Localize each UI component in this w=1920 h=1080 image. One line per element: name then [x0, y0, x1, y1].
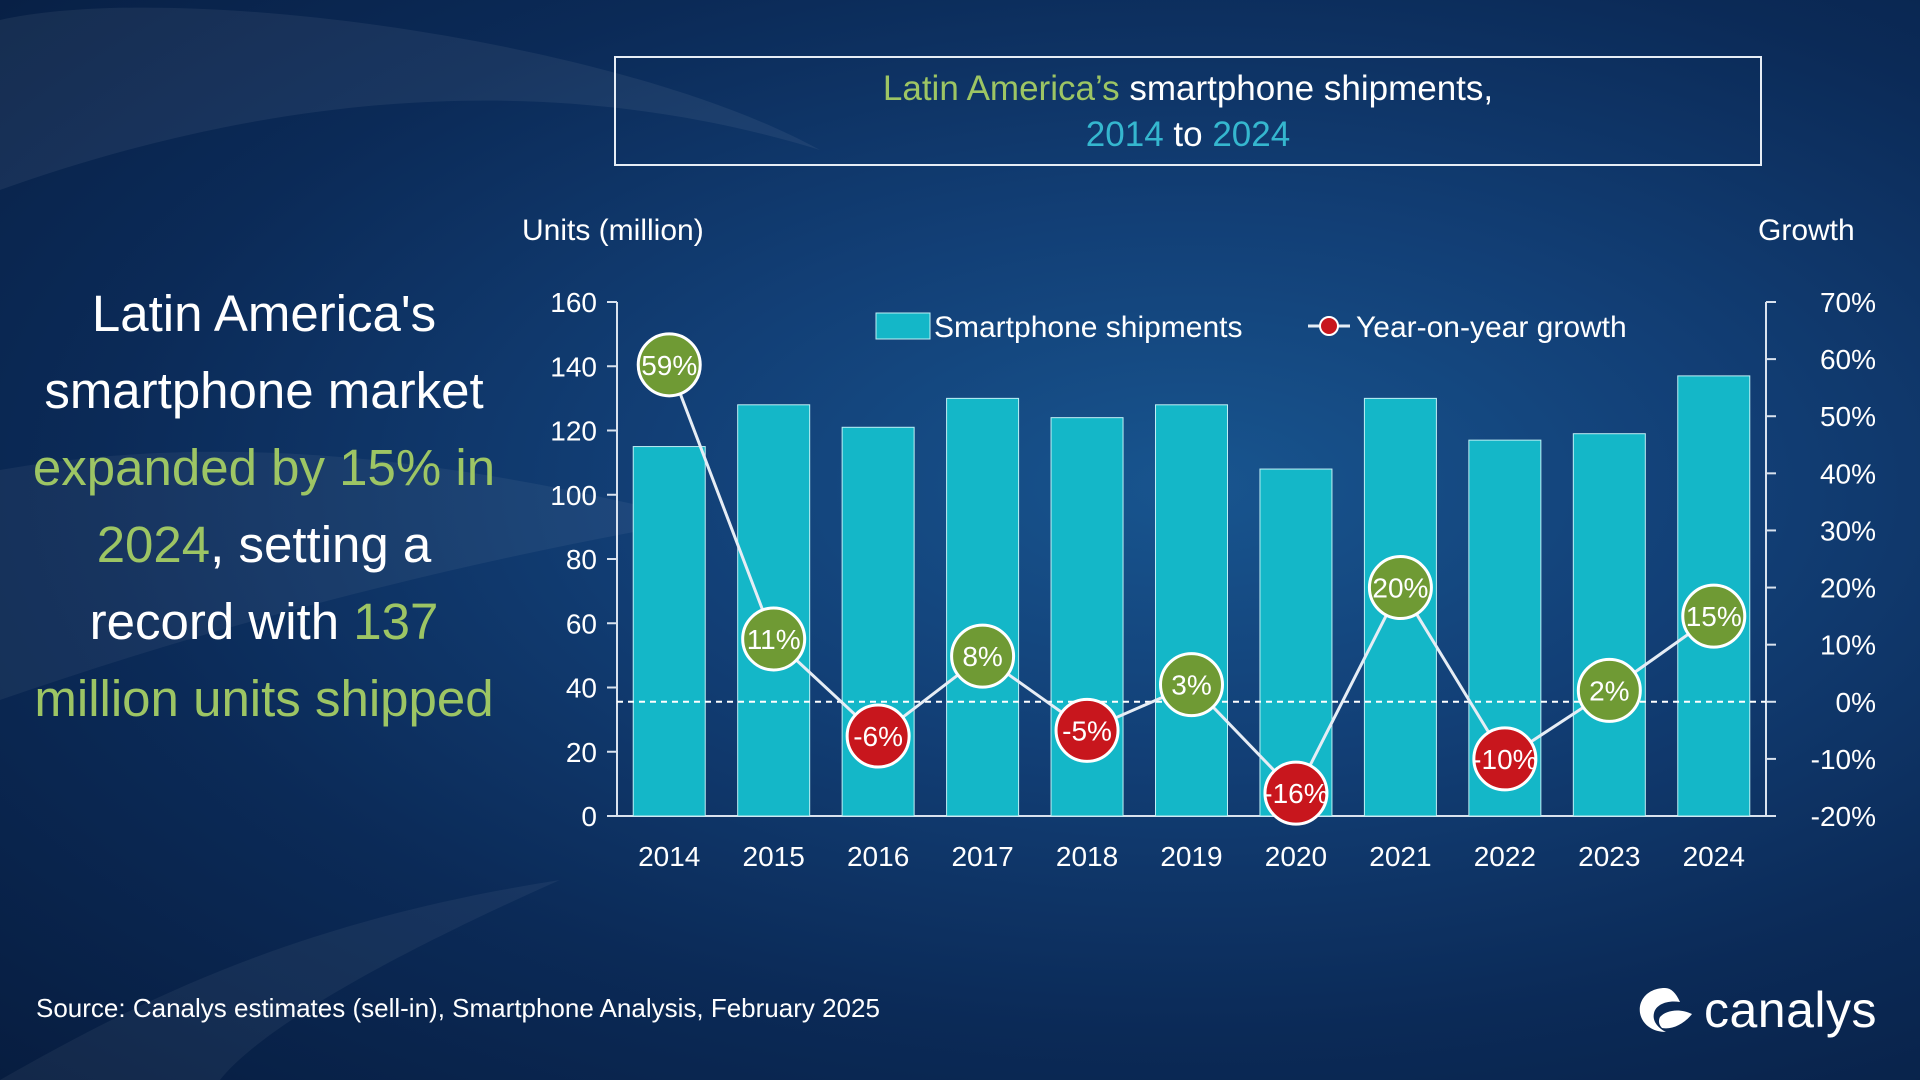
bar-shipments	[1259, 468, 1333, 817]
title-year-end: 2024	[1212, 115, 1291, 154]
x-tick-label: 2023	[1578, 841, 1640, 872]
left-axis-title: Units (million)	[522, 214, 704, 247]
logo-text: canalys	[1704, 982, 1878, 1038]
x-tick-label: 2015	[743, 841, 805, 872]
right-axis-title: Growth	[1758, 214, 1855, 247]
right-tick-label: 40%	[1820, 458, 1876, 489]
bar-shipments	[1572, 433, 1646, 817]
legend-label-shipments: Smartphone shipments	[934, 311, 1243, 344]
growth-data-label: -16%	[1263, 778, 1328, 809]
right-tick-label: 0%	[1836, 687, 1876, 718]
growth-data-label: 59%	[641, 350, 697, 381]
title-region: Latin America’s	[882, 69, 1120, 108]
title-to: to	[1163, 115, 1213, 154]
right-tick-label: -20%	[1811, 801, 1876, 832]
right-tick-label: -10%	[1811, 744, 1876, 775]
left-tick-label: 160	[550, 287, 597, 318]
growth-marker	[1681, 583, 1747, 649]
growth-data-label: -10%	[1472, 744, 1537, 775]
headline-highlight-record: 137 million units shipped	[34, 593, 494, 727]
bar-shipments	[946, 397, 1020, 817]
growth-marker	[1576, 657, 1642, 723]
growth-data-label: 11%	[747, 624, 801, 655]
legend-marker-swatch	[1319, 316, 1339, 336]
right-tick-label: 30%	[1820, 515, 1876, 546]
growth-data-label: 3%	[1171, 670, 1211, 701]
left-tick-label: 140	[550, 351, 597, 382]
growth-marker	[1054, 697, 1120, 763]
x-tick-label: 2024	[1683, 841, 1745, 872]
canalys-logo: canalys	[1636, 978, 1877, 1042]
chart-title-box: Latin America’s smartphone shipments, 20…	[614, 56, 1762, 166]
x-tick-label: 2018	[1056, 841, 1118, 872]
growth-data-label: -6%	[853, 721, 903, 752]
growth-data-label: 8%	[962, 641, 1002, 672]
x-tick-label: 2017	[951, 841, 1013, 872]
growth-data-label: 2%	[1589, 675, 1629, 706]
growth-marker	[636, 332, 702, 398]
headline: Latin America's smartphone market expand…	[24, 275, 504, 737]
left-tick-label: 20	[566, 737, 597, 768]
right-tick-label: 60%	[1820, 344, 1876, 375]
headline-text-1: Latin America's smartphone market	[44, 285, 484, 419]
growth-marker	[1472, 726, 1538, 792]
left-tick-label: 100	[550, 480, 597, 511]
left-tick-label: 40	[566, 673, 597, 704]
x-tick-label: 2022	[1474, 841, 1536, 872]
left-tick-label: 60	[566, 608, 597, 639]
growth-data-label: 15%	[1686, 601, 1742, 632]
x-tick-label: 2021	[1369, 841, 1431, 872]
x-tick-label: 2016	[847, 841, 909, 872]
bar-shipments	[632, 446, 706, 817]
title-year-start: 2014	[1085, 115, 1164, 154]
left-tick-label: 80	[566, 544, 597, 575]
x-tick-label: 2020	[1265, 841, 1327, 872]
legend-label-growth: Year-on-year growth	[1356, 311, 1627, 344]
left-tick-label: 120	[550, 416, 597, 447]
right-tick-label: 70%	[1820, 287, 1876, 318]
right-tick-label: 50%	[1820, 401, 1876, 432]
growth-data-label: 20%	[1372, 573, 1428, 604]
growth-marker	[845, 703, 911, 769]
bar-shipments	[1155, 404, 1228, 817]
source-note: Source: Canalys estimates (sell-in), Sma…	[36, 993, 880, 1023]
growth-marker	[950, 623, 1016, 689]
growth-marker	[1263, 760, 1329, 826]
right-tick-label: 10%	[1820, 630, 1876, 661]
legend-bar-swatch	[875, 312, 931, 340]
left-tick-label: 0	[581, 801, 597, 832]
right-tick-label: 20%	[1820, 573, 1876, 604]
canalys-logo-icon	[1639, 988, 1692, 1032]
growth-data-label: -5%	[1062, 715, 1112, 746]
headline-text-2: , setting a record with	[89, 516, 432, 650]
x-tick-label: 2014	[638, 841, 700, 872]
growth-marker	[741, 606, 807, 672]
growth-marker	[1159, 652, 1224, 718]
headline-highlight-growth: expanded by 15% in 2024	[32, 439, 496, 573]
title-subject: smartphone shipments,	[1119, 69, 1494, 108]
x-tick-label: 2019	[1160, 841, 1222, 872]
growth-marker	[1367, 555, 1433, 621]
